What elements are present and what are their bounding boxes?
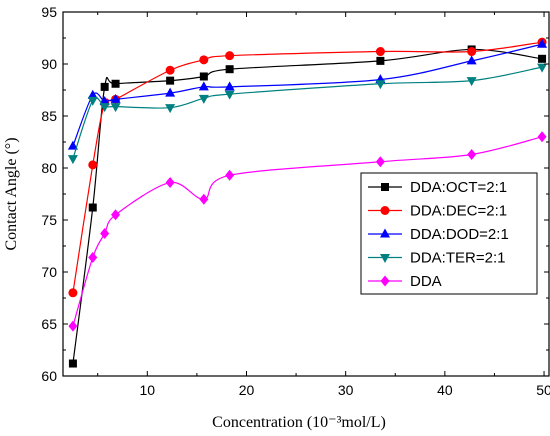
data-point: [87, 96, 98, 106]
legend-item: DDA:DEC=2:1: [368, 203, 507, 220]
data-point: [225, 169, 235, 181]
data-point: [199, 55, 209, 65]
legend-item: DDA:TER=2:1: [368, 250, 505, 267]
y-tick-label: 65: [41, 316, 57, 332]
data-point: [68, 359, 77, 368]
legend-marker: [381, 183, 389, 191]
data-point: [99, 103, 110, 113]
y-tick-label: 60: [41, 368, 57, 384]
data-point: [225, 65, 234, 74]
series-4: [67, 63, 548, 165]
x-tick-label: 20: [239, 382, 255, 398]
y-tick-label: 80: [41, 160, 57, 176]
series-line: [72, 41, 543, 293]
data-point: [224, 90, 235, 100]
legend-label: DDA:OCT=2:1: [410, 179, 507, 196]
legend-label: DDA:DEC=2:1: [410, 203, 507, 220]
data-point: [88, 203, 97, 212]
data-point: [467, 47, 477, 57]
data-point: [375, 156, 385, 168]
data-point: [67, 155, 78, 165]
x-axis-title: Concentration (10⁻³mol/L): [212, 414, 386, 431]
data-point: [88, 251, 98, 263]
series-5: [68, 131, 547, 332]
data-point: [111, 79, 120, 88]
legend-label: DDA:TER=2:1: [410, 250, 505, 267]
data-point: [67, 140, 78, 150]
data-point: [110, 103, 121, 113]
y-tick-label: 75: [41, 212, 57, 228]
data-point: [224, 81, 235, 91]
x-tick-label: 10: [140, 382, 156, 398]
legend-item: DDA:OCT=2:1: [368, 179, 507, 196]
y-tick-label: 70: [41, 264, 57, 280]
x-tick-label: 50: [536, 382, 550, 398]
legend-label: DDA:DOD=2:1: [410, 226, 509, 243]
legend-marker: [380, 228, 390, 238]
legend-box: [360, 172, 538, 295]
legend-item: DDA:DOD=2:1: [368, 226, 509, 243]
data-point: [199, 193, 209, 205]
data-point: [538, 54, 547, 63]
data-point: [537, 38, 548, 48]
axes-layer: 60 65 70 75 80 85 90 95 10 20 30 40 50: [41, 4, 550, 398]
legend-marker: [380, 254, 390, 263]
data-point: [467, 148, 477, 160]
data-point: [375, 80, 386, 90]
legend-marker: [380, 206, 390, 215]
data-point: [88, 160, 98, 170]
y-axis-title: Contact Angle (°): [3, 137, 20, 250]
data-point: [87, 89, 98, 99]
data-point: [225, 51, 235, 61]
data-point: [166, 76, 175, 85]
data-point: [100, 228, 110, 240]
y-tick-label: 85: [41, 108, 57, 124]
data-point: [165, 104, 176, 114]
data-point: [110, 93, 121, 103]
data-point: [537, 63, 548, 73]
x-tick-label: 30: [338, 382, 354, 398]
y-tick-label: 90: [41, 56, 57, 72]
data-point: [199, 72, 208, 81]
data-point: [165, 65, 175, 75]
legend: DDA:OCT=2:1 DDA:DEC=2:1 DDA:DOD=2:1 DDA:TER…: [360, 172, 538, 295]
data-point: [99, 95, 110, 105]
data-point: [68, 320, 78, 332]
series-line: [72, 48, 543, 364]
data-point: [198, 94, 209, 104]
data-point: [165, 87, 176, 97]
legend-item: DDA: [368, 273, 442, 290]
x-tick-label: 40: [437, 382, 453, 398]
data-point: [198, 81, 209, 91]
legend-marker: [380, 275, 390, 287]
data-point: [376, 56, 385, 65]
data-point: [111, 209, 121, 221]
legend-label: DDA: [410, 273, 442, 290]
data-point: [537, 131, 547, 143]
data-point: [466, 55, 477, 65]
data-point: [165, 177, 175, 189]
series-layer: [67, 37, 548, 368]
data-point: [100, 82, 109, 91]
data-point: [375, 47, 385, 57]
series-3: [67, 38, 548, 150]
data-point: [466, 77, 477, 87]
data-point: [68, 288, 78, 298]
y-tick-label: 95: [41, 4, 57, 20]
